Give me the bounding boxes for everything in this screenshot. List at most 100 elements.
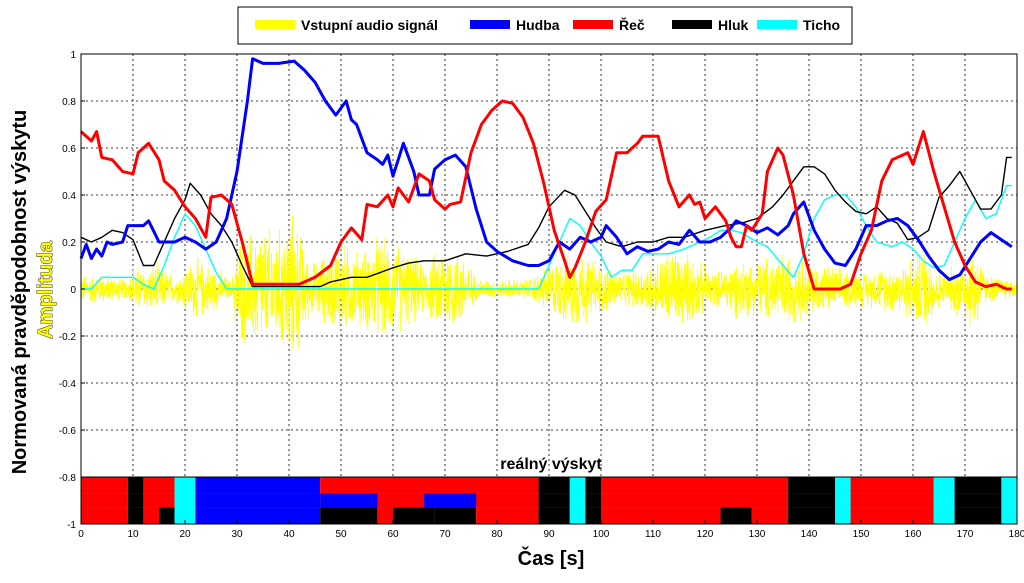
y-tick-label: -1 xyxy=(67,520,76,531)
y-tick-label: -0.6 xyxy=(59,426,77,437)
x-tick-label: 60 xyxy=(387,529,399,540)
legend-box xyxy=(237,6,853,45)
x-ticks: 0 10 20 30 40 50 60 70 80 90 100 110 120 130 140 150 160… xyxy=(78,520,1024,540)
occurrence-segment xyxy=(1001,507,1017,524)
series-line-Ticho xyxy=(81,184,1012,290)
series-line-Řeč xyxy=(79,99,1012,291)
y-tick-label: -0.4 xyxy=(59,379,77,390)
x-tick-label: 10 xyxy=(127,529,139,540)
occurrence-segment xyxy=(127,507,144,524)
occurrence-segment xyxy=(788,493,835,508)
occurrence-segment xyxy=(954,493,1002,508)
occurrence-segment xyxy=(476,507,539,524)
occurrence-segment xyxy=(585,493,601,508)
occurrence-segment xyxy=(585,507,601,524)
occurrence-segment xyxy=(569,477,586,494)
occurrence-segment xyxy=(720,507,752,524)
occurrence-segment xyxy=(751,507,789,524)
occurrence-segment xyxy=(538,477,570,494)
occurrence-segment xyxy=(174,477,196,494)
y-axis-secondary-label: Amplituda xyxy=(35,240,57,339)
occurrence-segment xyxy=(81,493,128,508)
occurrence-segment xyxy=(835,493,851,508)
occurrence-segment xyxy=(143,493,175,508)
occurrence-segment xyxy=(933,493,955,508)
occurrence-segment xyxy=(424,493,477,508)
occurrence-segment xyxy=(377,507,393,524)
legend-label: Ticho xyxy=(803,17,840,33)
occurrence-segment xyxy=(81,507,128,524)
occurrence-segment xyxy=(569,507,586,524)
occurrence-segment xyxy=(601,507,721,524)
legend-label: Hudba xyxy=(516,17,560,33)
occurrence-segment xyxy=(81,477,128,494)
occurrence-segment xyxy=(127,477,144,494)
x-tick-label: 30 xyxy=(231,529,243,540)
legend-swatch xyxy=(672,20,712,29)
y-tick-label: 0.6 xyxy=(62,144,76,155)
x-tick-label: 140 xyxy=(801,529,818,540)
x-tick-label: 50 xyxy=(335,529,347,540)
occurrence-segment xyxy=(143,477,175,494)
y-tick-label: -0.8 xyxy=(59,473,77,484)
occurrence-segment xyxy=(174,507,196,524)
x-tick-label: 170 xyxy=(957,529,974,540)
audio-signal-waveform xyxy=(80,215,1018,352)
x-tick-label: 70 xyxy=(439,529,451,540)
occurrence-segment xyxy=(320,493,378,508)
real-occurrence-track xyxy=(80,476,1018,525)
x-tick-label: 150 xyxy=(853,529,870,540)
occurrence-segment xyxy=(850,507,934,524)
occurrence-segment xyxy=(127,493,144,508)
occurrence-segment xyxy=(585,477,601,494)
legend-swatch xyxy=(470,20,510,29)
x-tick-label: 0 xyxy=(78,529,84,540)
y-axis-label: Normovaná pravděpodobnost výskytu xyxy=(9,110,31,475)
x-tick-label: 120 xyxy=(697,529,714,540)
occurrence-segment xyxy=(320,477,539,494)
x-tick-label: 130 xyxy=(749,529,766,540)
occurrence-segment xyxy=(850,477,934,494)
occurrence-segment xyxy=(1001,493,1017,508)
occurrence-segment xyxy=(569,493,586,508)
occurrence-segment xyxy=(933,507,955,524)
occurrence-segment xyxy=(835,477,851,494)
occurrence-segment xyxy=(954,507,1002,524)
x-tick-label: 20 xyxy=(179,529,191,540)
y-tick-label: 0.4 xyxy=(62,191,76,202)
y-tick-label: 0.8 xyxy=(62,97,76,108)
x-tick-label: 160 xyxy=(905,529,922,540)
occurrence-segment xyxy=(195,477,321,494)
occurrence-segment xyxy=(159,507,175,524)
y-tick-label: 1 xyxy=(70,50,76,61)
audio-signal xyxy=(80,215,1018,352)
occurrence-segment xyxy=(954,477,1002,494)
y-tick-label: -0.2 xyxy=(59,332,77,343)
occurrence-segment xyxy=(143,507,159,524)
x-tick-label: 80 xyxy=(491,529,503,540)
x-tick-label: 90 xyxy=(543,529,555,540)
occurrence-segment xyxy=(1001,477,1017,494)
occurrence-segment xyxy=(377,493,425,508)
occurrence-segment xyxy=(434,507,477,524)
x-axis-label: Čas [s] xyxy=(518,546,585,570)
y-tick-label: 0 xyxy=(70,285,76,296)
occurrence-segment xyxy=(933,477,955,494)
legend: Vstupní audio signál Hudba Řeč Hluk Ticho xyxy=(237,6,853,45)
series-line-Hluk xyxy=(80,156,1012,288)
y-ticks: -1 -0.8 -0.6 -0.4 -0.2 0 0.2 0.4 0.6 0.8 1 xyxy=(59,50,85,531)
legend-label: Řeč xyxy=(619,16,645,33)
occurrence-segment xyxy=(788,507,835,524)
occurrence-segment xyxy=(393,507,435,524)
legend-swatch xyxy=(573,20,613,29)
occurrence-segment xyxy=(174,493,196,508)
occurrence-segment xyxy=(835,507,851,524)
x-tick-label: 40 xyxy=(283,529,295,540)
x-tick-label: 100 xyxy=(593,529,610,540)
legend-swatch xyxy=(757,20,797,29)
occurrence-segment xyxy=(538,507,570,524)
x-tick-label: 110 xyxy=(645,529,661,540)
series-line-Hudba xyxy=(79,57,1013,282)
legend-label: Hluk xyxy=(718,17,749,33)
